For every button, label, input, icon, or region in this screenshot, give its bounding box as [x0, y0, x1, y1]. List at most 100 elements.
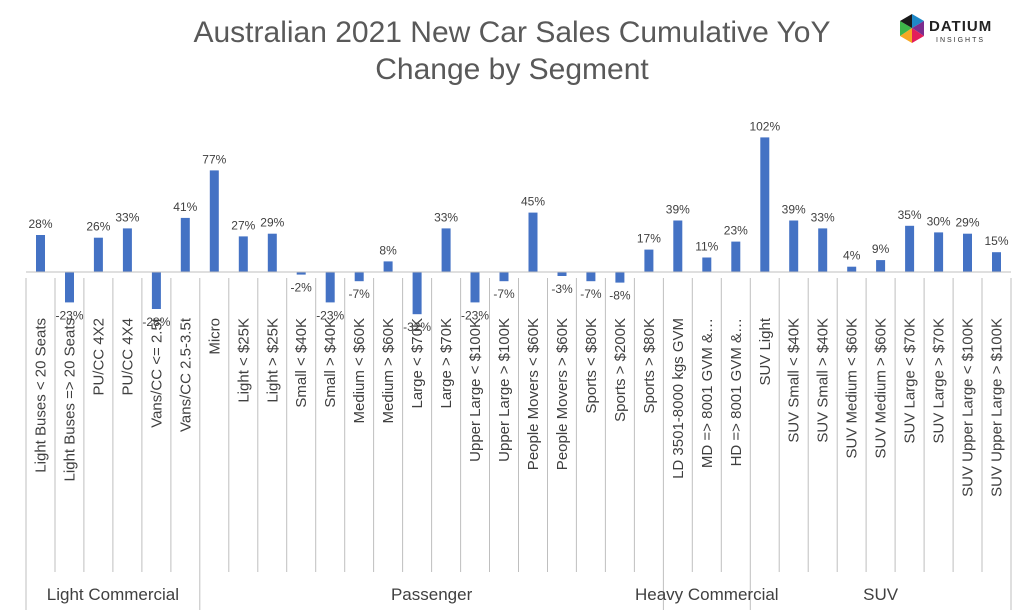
category-label-upper-large-100k: Upper Large > $100K: [496, 318, 513, 462]
data-label-md-8001-gvm: 11%: [695, 240, 718, 254]
category-label-suv-small-40k: SUV Small > $40K: [815, 318, 832, 443]
bars-layer: [36, 137, 1001, 315]
data-label-pu-cc-4x4: 33%: [115, 210, 139, 224]
data-label-sports-80k: -7%: [580, 287, 602, 301]
data-label-vans-cc-2-5-3-5t: 41%: [173, 200, 197, 214]
logo-tagline: INSIGHTS: [936, 37, 985, 44]
bar-medium-60k: [354, 272, 364, 282]
data-label-suv-small-40k: 39%: [782, 203, 806, 217]
category-label-pu-cc-4x4: PU/CC 4X4: [119, 318, 136, 396]
data-label-sports-200k: -8%: [609, 289, 631, 303]
bar-light-25k: [267, 233, 277, 272]
data-label-medium-60k: 8%: [379, 243, 397, 257]
category-label-light-25k: Light > $25K: [264, 318, 281, 403]
category-label-sports-80k: Sports > $80K: [641, 318, 658, 413]
category-label-suv-small-40k: SUV Small < $40K: [786, 318, 803, 443]
group-label-light-commercial: Light Commercial: [47, 585, 179, 604]
bar-suv-medium-60k: [876, 260, 886, 272]
bar-people-movers-60k: [557, 272, 567, 276]
data-label-light-25k: 27%: [231, 218, 255, 232]
data-label-suv-small-40k: 33%: [811, 210, 835, 224]
category-label-light-buses-20-seats: Light Buses => 20 Seats: [62, 318, 79, 481]
chart-title: Australian 2021 New Car Sales Cumulative…: [0, 14, 1024, 88]
category-label-light-25k: Light < $25K: [235, 318, 252, 403]
data-label-suv-medium-60k: 4%: [843, 249, 861, 263]
data-label-large-70k: -32%: [403, 320, 431, 334]
group-label-suv: SUV: [863, 585, 899, 604]
datium-insights-logo: DATIUM INSIGHTS: [900, 14, 992, 44]
category-label-suv-upper-large-100k: SUV Upper Large < $100K: [960, 318, 977, 497]
group-label-passenger: Passenger: [391, 585, 473, 604]
data-label-upper-large-100k: -23%: [461, 308, 489, 322]
group-labels-layer: Light Commercial Passenger Heavy Commercia…: [47, 585, 899, 604]
data-label-suv-upper-large-100k: 15%: [984, 234, 1008, 248]
bar-light-25k: [238, 236, 248, 272]
category-label-large-70k: Large < $70K: [409, 318, 426, 409]
bar-hd-8001-gvm: [731, 241, 741, 272]
chart-title-line-1: Australian 2021 New Car Sales Cumulative…: [193, 16, 831, 49]
bar-ld-3501-8000-kgs-gvm: [673, 220, 683, 272]
bar-sports-200k: [615, 272, 625, 283]
bar-suv-small-40k: [818, 228, 828, 272]
bar-sports-80k: [586, 272, 596, 282]
bar-vans-cc-2-5-3-5t: [180, 217, 190, 272]
category-label-sports-80k: Sports < $80K: [583, 318, 600, 413]
bar-suv-medium-60k: [847, 266, 857, 272]
data-label-suv-medium-60k: 9%: [872, 242, 890, 256]
data-label-ld-3501-8000-kgs-gvm: 39%: [666, 203, 690, 217]
data-label-hd-8001-gvm: 23%: [724, 224, 748, 238]
data-label-pu-cc-4x2: 26%: [86, 220, 110, 234]
bar-suv-large-70k: [934, 232, 944, 272]
bar-suv-small-40k: [789, 220, 799, 272]
data-label-suv-upper-large-100k: 29%: [955, 216, 979, 230]
bar-small-40k: [296, 272, 306, 275]
chart-title-line-2: Change by Segment: [375, 53, 649, 86]
bar-suv-upper-large-100k: [963, 233, 972, 272]
bar-suv-light: [760, 137, 770, 272]
category-label-md-8001-gvm: MD => 8001 GVM &…: [699, 318, 716, 468]
category-dividers: [25, 278, 1012, 610]
bar-vans-cc-2-5t: [151, 272, 161, 309]
bar-upper-large-100k: [499, 272, 509, 282]
data-label-sports-80k: 17%: [637, 232, 661, 246]
category-label-sports-200k: Sports > $200K: [612, 318, 629, 422]
bar-suv-upper-large-100k: [992, 252, 1001, 272]
bar-people-movers-60k: [528, 212, 538, 272]
data-label-people-movers-60k: 45%: [521, 195, 545, 209]
data-label-light-25k: 29%: [260, 216, 284, 230]
category-label-people-movers-60k: People Movers > $60K: [554, 318, 571, 470]
bar-large-70k: [412, 272, 422, 315]
data-label-light-buses-20-seats: -23%: [55, 308, 83, 322]
category-label-suv-large-70k: SUV Large < $70K: [902, 318, 919, 444]
data-label-suv-large-70k: 35%: [898, 208, 922, 222]
category-label-suv-medium-60k: SUV Medium < $60K: [844, 318, 861, 459]
bar-upper-large-100k: [470, 272, 480, 303]
group-label-heavy-commercial: Heavy Commercial: [635, 585, 779, 604]
data-label-people-movers-60k: -3%: [551, 282, 573, 296]
bar-suv-large-70k: [905, 225, 915, 272]
bar-small-40k: [325, 272, 335, 303]
datium-logo-icon: [900, 14, 924, 43]
category-label-small-40k: Small < $40K: [293, 318, 310, 408]
bar-sports-80k: [644, 249, 654, 272]
category-label-hd-8001-gvm: HD => 8001 GVM &…: [728, 318, 745, 466]
category-label-suv-medium-60k: SUV Medium > $60K: [873, 318, 890, 459]
logo-wordmark: DATIUM: [929, 18, 992, 35]
data-label-small-40k: -23%: [316, 308, 344, 322]
category-label-pu-cc-4x2: PU/CC 4X2: [90, 318, 107, 396]
category-label-people-movers-60k: People Movers < $60K: [525, 318, 542, 470]
data-label-vans-cc-2-5t: -28%: [142, 315, 170, 329]
bar-large-70k: [441, 228, 451, 272]
category-label-medium-60k: Medium > $60K: [380, 318, 397, 423]
category-label-vans-cc-2-5t: Vans/CC <= 2.5t: [148, 317, 165, 428]
category-label-micro: Micro: [206, 318, 223, 355]
data-label-small-40k: -2%: [291, 281, 313, 295]
category-label-suv-upper-large-100k: SUV Upper Large > $100K: [989, 318, 1006, 497]
data-label-large-70k: 33%: [434, 210, 458, 224]
bar-light-buses-20-seats: [65, 272, 74, 303]
data-label-suv-light: 102%: [749, 119, 780, 133]
bar-pu-cc-4x4: [122, 228, 132, 272]
data-label-medium-60k: -7%: [349, 287, 371, 301]
category-label-suv-large-70k: SUV Large > $70K: [931, 318, 948, 444]
